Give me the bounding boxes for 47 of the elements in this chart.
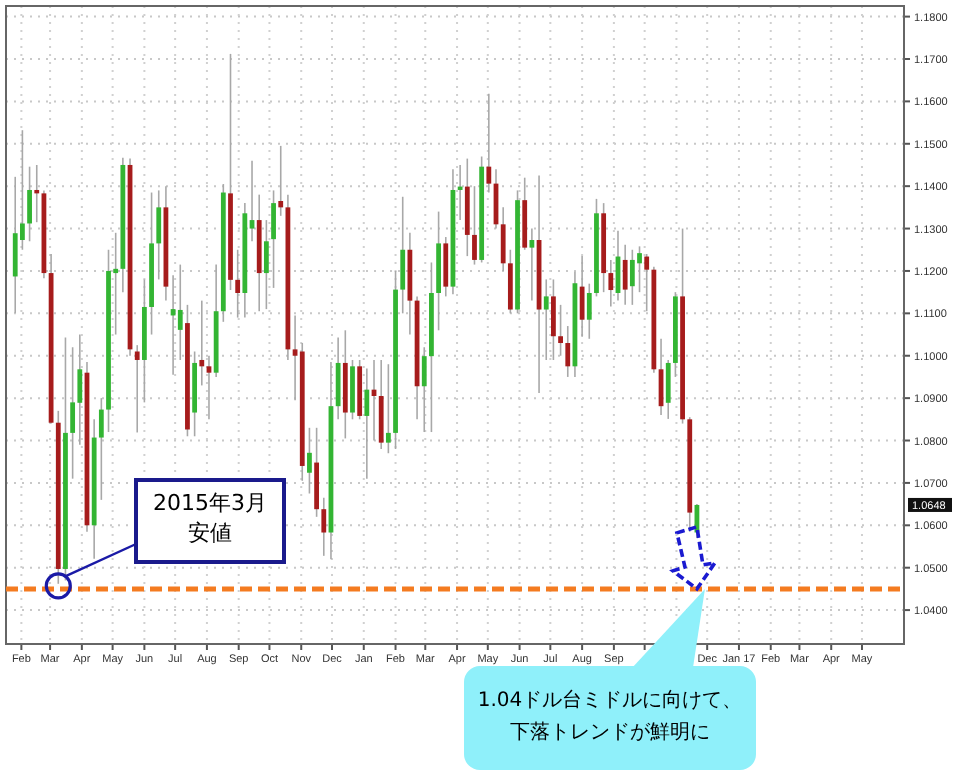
candlestick [278, 145, 284, 217]
candlestick [622, 243, 628, 306]
candlestick [177, 263, 183, 361]
candlestick [457, 164, 463, 221]
candlestick [263, 219, 269, 310]
annotation: 2015年3月安値 [151, 488, 269, 548]
candlestick [307, 427, 312, 495]
candlestick [364, 367, 370, 480]
candlestick [350, 359, 355, 421]
candlestick [314, 427, 320, 518]
candlestick [507, 248, 513, 315]
candlestick [271, 189, 276, 289]
candlestick [644, 253, 650, 313]
candlestick [558, 304, 563, 357]
candlestick [98, 397, 104, 501]
candlestick [551, 278, 556, 361]
candlestick [12, 176, 18, 314]
candlestick [27, 165, 32, 243]
candlestick [472, 185, 477, 266]
candlestick [335, 336, 341, 421]
candlestick [321, 496, 327, 557]
candlestick [199, 299, 205, 387]
candlestick [586, 282, 592, 340]
candlestick [665, 359, 671, 420]
candlestick [565, 325, 571, 378]
candlestick [529, 227, 535, 302]
candlestick [206, 354, 212, 421]
candlestick [400, 195, 406, 315]
candlestick [608, 259, 614, 308]
candlestick [34, 164, 40, 223]
candlestick [500, 206, 506, 272]
candlestick [70, 346, 76, 480]
candlestick [156, 189, 162, 281]
text: 1.04ドル台ミドルに向けて、下落トレンドが鮮明に [475, 687, 745, 748]
candlestick [421, 346, 427, 433]
candlestick [522, 176, 528, 251]
candlestick [629, 248, 635, 306]
candlestick [443, 236, 449, 298]
candlestick [134, 344, 140, 434]
candlestick [486, 92, 492, 194]
candlestick [378, 359, 384, 450]
candlestick [77, 333, 83, 446]
candlestick [385, 363, 391, 455]
candlestick [637, 245, 642, 293]
candlestick [543, 278, 549, 361]
candlestick [579, 255, 585, 338]
candlestick [235, 248, 241, 319]
